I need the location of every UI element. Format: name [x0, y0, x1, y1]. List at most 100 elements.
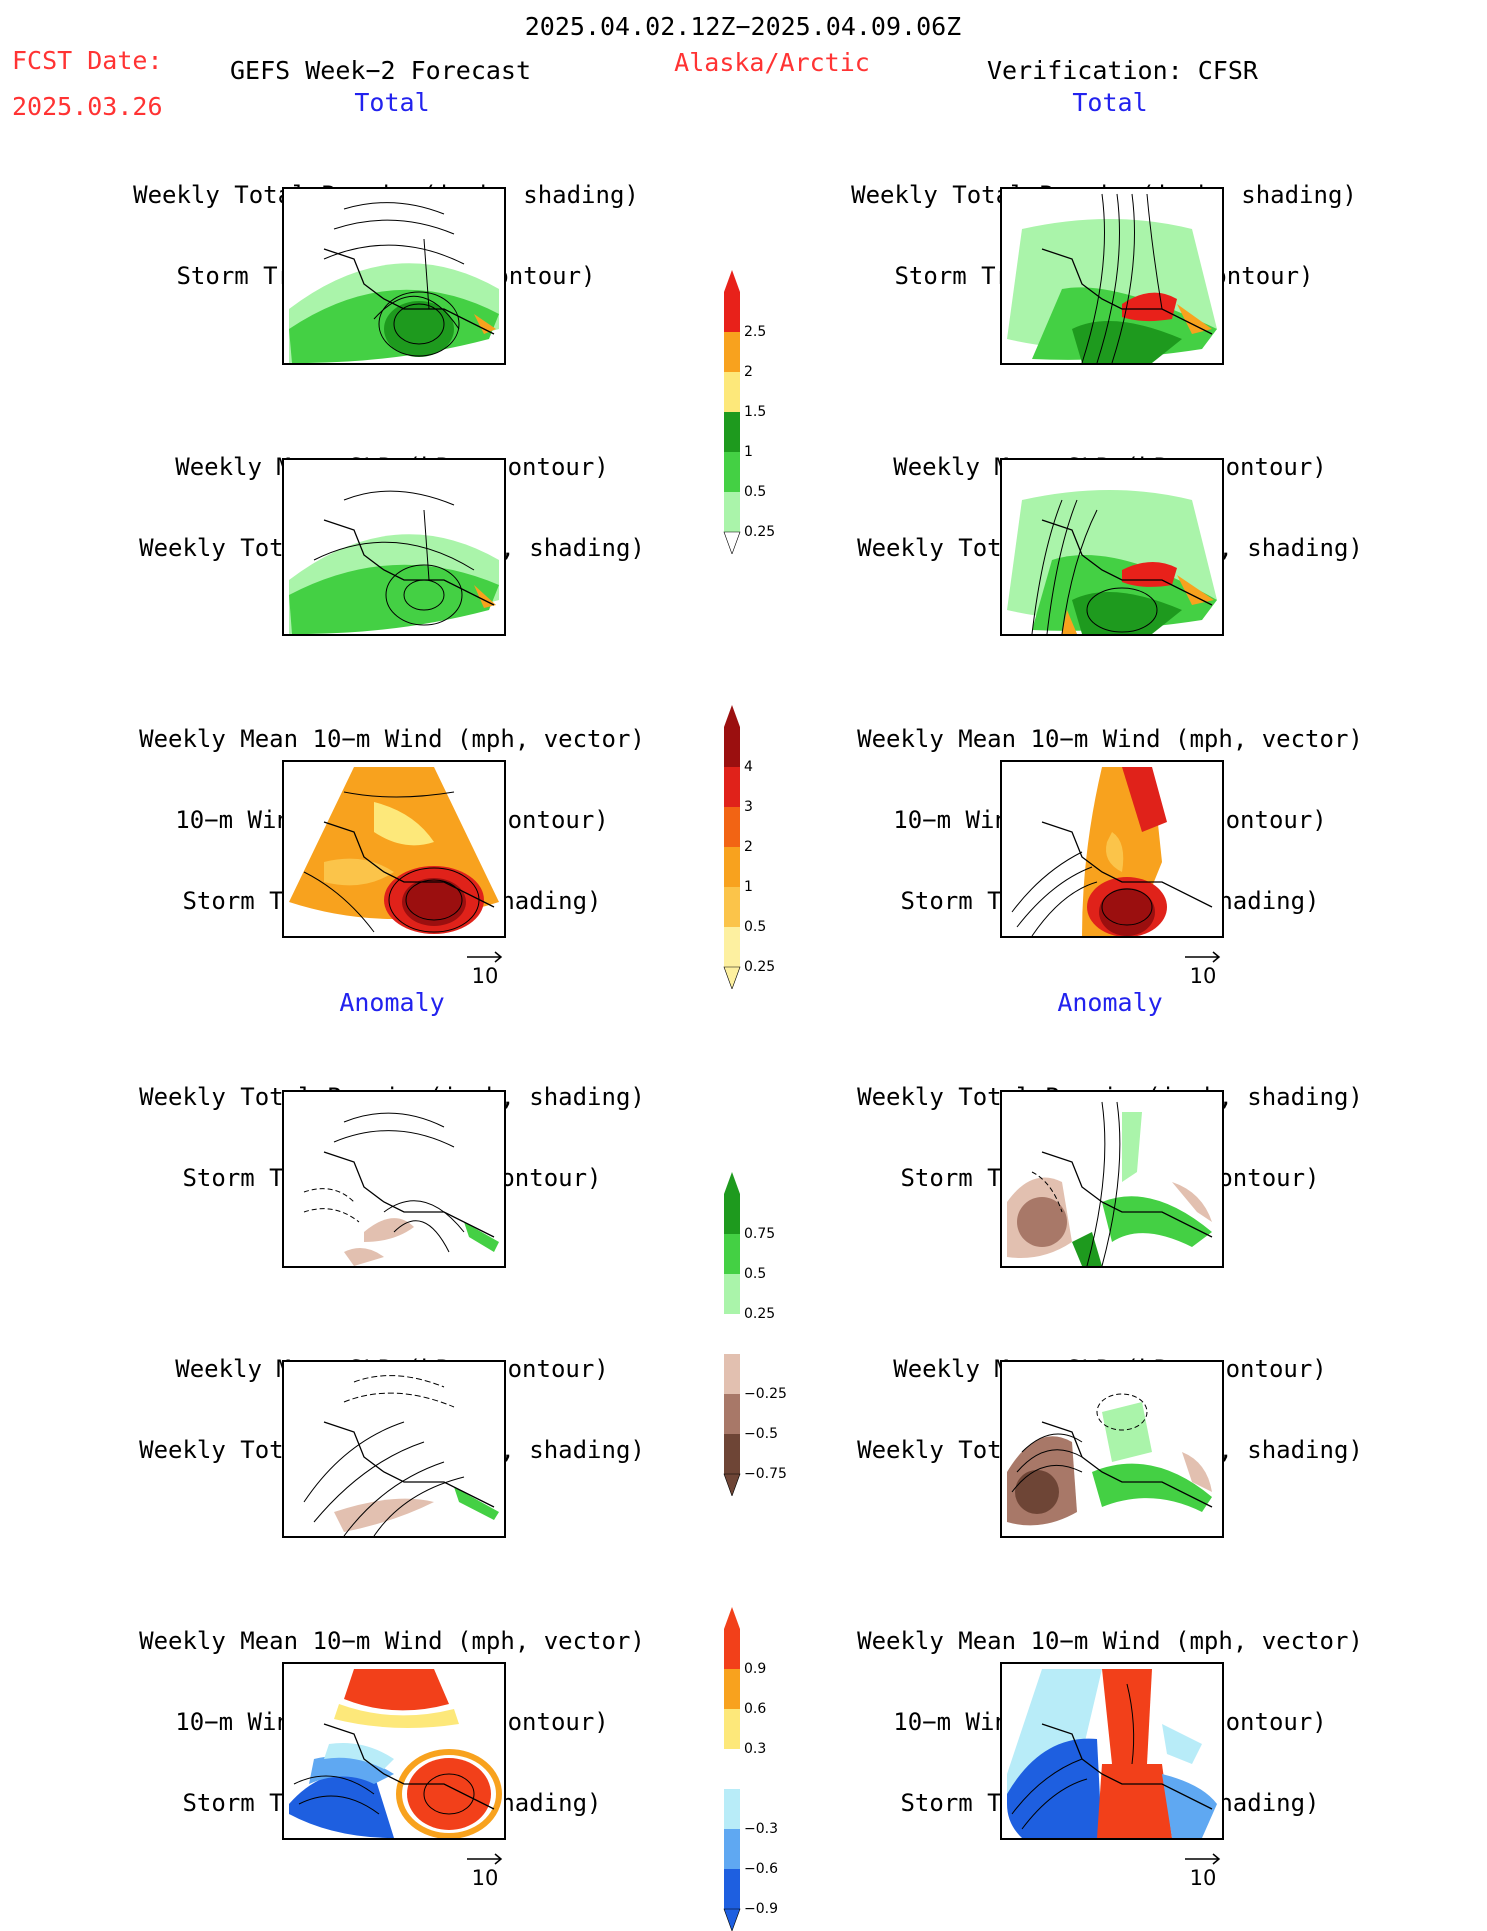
colorbar-bottom-arrow [723, 966, 741, 989]
colorbar-segment [724, 412, 740, 452]
colorbar-label: 2.5 [744, 324, 767, 340]
colorbar-segment [724, 887, 740, 927]
colorbar-anomaly-track: 0.9 0.6 0.3 −0.3 −0.6 −0.9 [722, 1607, 842, 1931]
section-anomaly-right: Anomaly [1057, 988, 1163, 1017]
date-range: 2025.04.02.12Z−2025.04.09.06Z [524, 12, 962, 41]
colorbar-label: 0.5 [744, 1266, 767, 1282]
colorbar-segment [724, 332, 740, 372]
colorbar-top-arrow [724, 270, 740, 292]
colorbar-label: 1 [744, 879, 753, 895]
colorbar-segment [724, 492, 740, 532]
colorbar-top-arrow [724, 1172, 740, 1194]
colorbar-top-arrow [724, 705, 740, 727]
colorbar-segment [724, 767, 740, 807]
section-anomaly-left: Anomaly [339, 988, 445, 1017]
colorbar-segment [724, 1669, 740, 1709]
colorbar-bottom-arrow [723, 1908, 741, 1931]
map-total-slp-precip-forecast [282, 458, 506, 636]
colorbar-segment [724, 452, 740, 492]
map-graphic [1007, 1101, 1213, 1266]
reference-vector: 10 [465, 950, 505, 990]
colorbar-label: 4 [744, 759, 753, 775]
colorbar-segment [724, 1274, 740, 1314]
colorbar-segment [724, 1354, 740, 1394]
colorbar-segment [724, 1194, 740, 1234]
colorbar-graphic [723, 705, 741, 989]
colorbar-segment [724, 727, 740, 767]
reference-vector: 10 [1183, 950, 1223, 990]
fcst-label: FCST Date: [12, 46, 163, 75]
map-total-precip-track-verification [1000, 187, 1224, 365]
colorbar-label: 1 [744, 444, 753, 460]
colorbar-label: 0.9 [744, 1661, 767, 1677]
section-total-left: Total [354, 88, 430, 117]
map-total-wind-track-forecast [282, 760, 506, 938]
colorbar-segment [724, 1829, 740, 1869]
colorbar-total-precip: 2.5 2 1.5 1 0.5 0.25 [722, 270, 842, 554]
fcst-date: 2025.03.26 [12, 92, 163, 121]
map-graphic [289, 202, 499, 363]
verification-label: Verification: CFSR [987, 56, 1258, 85]
colorbar-label: 0.75 [744, 1226, 776, 1242]
colorbar-label: 2 [744, 839, 753, 855]
colorbar-top-arrow [724, 1607, 740, 1629]
section-total-right: Total [1072, 88, 1148, 117]
colorbar-segment [724, 1869, 740, 1909]
forecast-title: GEFS Week−2 Forecast [230, 56, 532, 85]
map-anomaly-slp-precip-verification [1000, 1360, 1224, 1538]
map-anomaly-precip-track-forecast [282, 1090, 506, 1268]
colorbar-segment [724, 292, 740, 332]
map-graphic [289, 490, 499, 634]
colorbar-label: 0.25 [744, 524, 776, 540]
map-graphic [1007, 1669, 1217, 1838]
arrow-right-icon [467, 951, 503, 963]
colorbar-segment [724, 1749, 740, 1789]
colorbar-graphic [723, 270, 741, 554]
colorbar-segment [724, 1434, 740, 1474]
colorbar-label: 2 [744, 364, 753, 380]
colorbar-segment [724, 807, 740, 847]
colorbar-label: −0.5 [744, 1426, 778, 1442]
colorbar-anomaly-precip: 0.75 0.5 0.25 −0.25 −0.5 −0.75 [722, 1172, 842, 1496]
arrow-right-icon [467, 1853, 503, 1865]
arrow-right-icon [1185, 951, 1221, 963]
colorbar-label: 0.3 [744, 1741, 767, 1757]
map-anomaly-slp-precip-forecast [282, 1360, 506, 1538]
map-anomaly-precip-track-verification [1000, 1090, 1224, 1268]
colorbar-label: −0.3 [744, 1821, 778, 1837]
map-graphic [303, 1112, 499, 1266]
region-title: Alaska/Arctic [674, 48, 870, 77]
map-graphic [289, 767, 499, 934]
colorbar-label: −0.9 [744, 1901, 778, 1917]
reference-vector: 10 [465, 1852, 505, 1892]
colorbar-segment [724, 1394, 740, 1434]
colorbar-segment [724, 1234, 740, 1274]
reference-vector: 10 [1183, 1852, 1223, 1892]
colorbar-bottom-arrow [723, 531, 741, 554]
map-graphic [303, 1375, 499, 1536]
map-total-wind-track-verification [1000, 760, 1224, 938]
colorbar-segment [724, 847, 740, 887]
colorbar-graphic [723, 1607, 741, 1931]
colorbar-total-track: 4 3 2 1 0.5 0.25 [722, 705, 842, 989]
map-anomaly-wind-track-forecast [282, 1662, 506, 1840]
colorbar-segment [724, 927, 740, 967]
colorbar-graphic [723, 1172, 741, 1496]
map-graphic [1011, 767, 1213, 936]
colorbar-label: −0.6 [744, 1861, 778, 1877]
colorbar-label: 3 [744, 799, 753, 815]
colorbar-segment [724, 1709, 740, 1749]
map-graphic [1007, 1393, 1213, 1526]
map-graphic [289, 1669, 502, 1838]
colorbar-segment [724, 1789, 740, 1829]
map-graphic [1007, 490, 1217, 634]
colorbar-label: 0.5 [744, 484, 767, 500]
colorbar-segment [724, 1629, 740, 1669]
colorbar-label: 0.25 [744, 1306, 776, 1322]
colorbar-label: 0.25 [744, 959, 776, 975]
colorbar-label: −0.25 [744, 1386, 787, 1402]
colorbar-segment [724, 1314, 740, 1354]
colorbar-label: 0.5 [744, 919, 767, 935]
map-anomaly-wind-track-verification [1000, 1662, 1224, 1840]
colorbar-label: 0.6 [744, 1701, 767, 1717]
